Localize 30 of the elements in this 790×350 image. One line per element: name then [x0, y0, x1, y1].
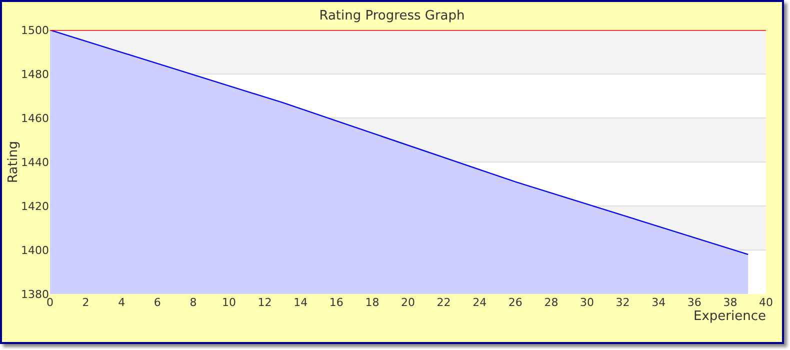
x-tick-label: 20 — [401, 296, 415, 309]
chart-title: Rating Progress Graph — [319, 8, 465, 24]
x-tick-label: 0 — [46, 296, 54, 309]
x-tick-label: 4 — [118, 296, 126, 309]
y-tick-label: 1460 — [21, 112, 49, 125]
x-tick-label: 8 — [190, 296, 197, 309]
x-tick-label: 16 — [329, 296, 344, 309]
x-tick-label: 24 — [472, 296, 487, 309]
x-axis-title: Experience — [694, 309, 766, 324]
x-tick-label: 40 — [759, 296, 773, 309]
x-tick-label: 12 — [258, 296, 272, 309]
x-tick-label: 36 — [687, 296, 702, 309]
x-tick-label: 38 — [723, 296, 738, 309]
x-tick-label: 18 — [365, 296, 380, 309]
x-tick-label: 28 — [544, 296, 558, 309]
x-tick-label: 14 — [294, 296, 308, 309]
x-tick-label: 32 — [616, 296, 630, 309]
x-tick-label: 10 — [222, 296, 236, 309]
x-tick-label: 30 — [580, 296, 594, 309]
y-tick-label: 1480 — [21, 68, 49, 81]
y-tick-label: 1400 — [21, 244, 49, 257]
x-tick-label: 26 — [508, 296, 522, 309]
x-tick-label: 2 — [82, 296, 90, 309]
x-tick-label: 6 — [154, 296, 161, 309]
y-tick-label: 1500 — [21, 24, 49, 37]
y-tick-label: 1440 — [21, 156, 49, 169]
x-tick-label: 34 — [652, 296, 666, 309]
y-axis-title: Rating — [6, 141, 21, 183]
x-tick-label: 22 — [436, 296, 451, 309]
y-tick-label: 1420 — [21, 200, 49, 213]
